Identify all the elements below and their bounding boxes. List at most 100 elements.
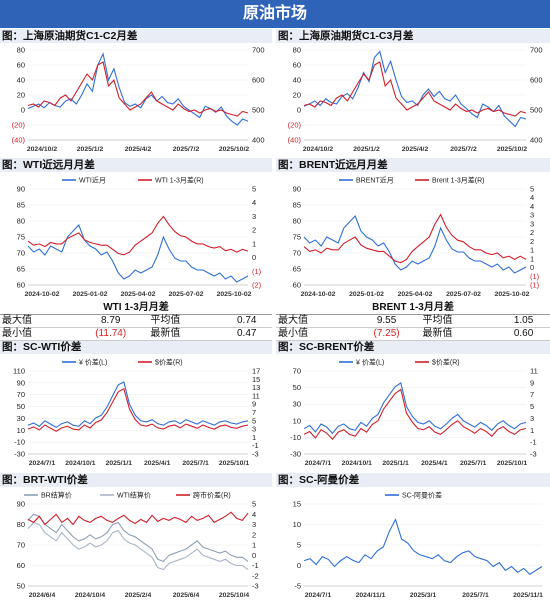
chart-sc-c1c2: (40) (20) 0 20 40 60 80 400 500 600 700 2024/10/2 20… <box>12 46 265 154</box>
x-tick-label: 2024/7/1 <box>305 460 332 467</box>
y-tick-left: 50 <box>17 402 25 411</box>
y-tick-left: (40) <box>288 136 302 145</box>
x-tick-label: 2024/6/4 <box>29 592 56 599</box>
y-tick-left: -5 <box>294 582 301 591</box>
panel-title-sc-wti: 图：SC-WTI价差 <box>0 340 272 354</box>
y-tick-right: 1 <box>252 541 256 550</box>
y-tick-left: 80 <box>17 46 25 55</box>
y-tick-right: 3 <box>530 414 534 423</box>
brent-max-value: 9.55 <box>352 315 421 328</box>
panel-title-brent-spread: 图：BRENT近远月月差 <box>276 158 550 172</box>
y-tick-right: -3 <box>530 450 537 459</box>
y-tick-left: 90 <box>17 500 25 509</box>
x-tick-label: 2025-10-02 <box>495 291 530 298</box>
y-tick-left: 90 <box>17 185 25 194</box>
wti-avg-label: 平均值 <box>148 315 222 328</box>
x-tick-label: 2025/11/1 <box>513 592 543 599</box>
x-tick-label: 2025-10-02 <box>217 291 252 298</box>
y-tick-right: 500 <box>252 106 265 115</box>
y-tick-left: 90 <box>17 378 25 387</box>
y-tick-left: (40) <box>12 136 26 145</box>
x-tick-label: 2025/2/4 <box>125 592 152 599</box>
y-tick-right: 400 <box>252 136 265 145</box>
y-tick-right: 7 <box>530 390 534 399</box>
x-tick-label: 2025/10/1 <box>219 460 249 467</box>
panel-title-brt-wti: 图：BRT-WTI价差 <box>0 473 272 487</box>
y-tick-left: 70 <box>293 367 301 376</box>
panel-title-sc-brent: 图：SC-BRENT价差 <box>276 340 550 354</box>
series-line-2 <box>27 387 249 432</box>
wti-latest-value: 0.47 <box>221 327 272 341</box>
brent-min-label: 最小值 <box>276 327 353 341</box>
y-tick-right: 2 <box>530 237 534 246</box>
y-tick-left: 60 <box>17 561 25 570</box>
y-tick-left: 10 <box>293 416 301 425</box>
y-tick-right: -3 <box>252 582 259 591</box>
y-tick-right: 5 <box>530 402 534 411</box>
y-tick-left: -30 <box>290 450 301 459</box>
y-tick-right: 500 <box>530 106 543 115</box>
y-tick-left: 70 <box>293 249 301 258</box>
y-tick-right: -1 <box>252 441 259 450</box>
y-tick-right: 3 <box>252 520 256 529</box>
series-line-3 <box>27 511 249 526</box>
x-tick-label: 2025/4/1 <box>421 460 448 467</box>
x-tick-label: 2025/6/4 <box>173 592 200 599</box>
legend-label: SC-阿曼价差 <box>402 491 442 500</box>
y-tick-right: 4 <box>252 510 256 519</box>
x-tick-label: 2025-01-02 <box>73 291 108 298</box>
y-tick-left: 20 <box>293 91 301 100</box>
y-tick-left: 10 <box>17 426 25 435</box>
series-line-2 <box>303 388 527 441</box>
chart-sc-brent: -30 -10 10 30 50 70 -3 -1 1 3 5 7 9 11 2024/7/1 2024/10… <box>290 358 538 468</box>
y-tick-right: 4 <box>530 193 534 202</box>
x-tick-label: 2025-04-02 <box>398 291 433 298</box>
y-tick-right: 1 <box>252 433 256 442</box>
series-line-1 <box>303 518 543 575</box>
y-tick-left: -10 <box>290 433 301 442</box>
series-line-2 <box>27 61 249 117</box>
y-tick-left: 70 <box>17 249 25 258</box>
y-tick-right: 0 <box>530 263 534 272</box>
series-line-2 <box>27 215 249 256</box>
x-tick-label: 2024/7/1 <box>305 592 332 599</box>
panel-title-sc-c1c3: 图：上海原油期货C1-C3月差 <box>276 29 550 43</box>
y-tick-right: 3 <box>530 211 534 220</box>
y-tick-left: 40 <box>293 76 301 85</box>
x-tick-label: 2025-07-02 <box>446 291 481 298</box>
y-tick-right: 9 <box>252 400 256 409</box>
y-tick-right: 700 <box>530 46 543 55</box>
series-line-1 <box>27 52 249 126</box>
y-tick-left: 0 <box>297 106 301 115</box>
y-tick-left: 75 <box>17 233 25 242</box>
wti-latest-label: 最新值 <box>148 327 222 341</box>
y-tick-left: 60 <box>293 281 301 290</box>
wti-max-value: 8.79 <box>73 315 149 328</box>
x-tick-label: 2025/1/2 <box>353 146 380 153</box>
y-tick-right: 2 <box>252 226 256 235</box>
y-tick-right: 600 <box>530 76 543 85</box>
x-tick-label: 2025/10/1 <box>497 460 527 467</box>
legend-label: WTI结算价 <box>117 491 151 500</box>
series-line-1 <box>303 214 527 274</box>
y-tick-right: -2 <box>252 571 259 580</box>
series-line-1 <box>27 223 249 283</box>
y-tick-right: 700 <box>252 46 265 55</box>
x-tick-label: 2025/4/2 <box>125 146 152 153</box>
y-tick-left: 60 <box>17 281 25 290</box>
panel-title-sc-oman: 图：SC-阿曼价差 <box>276 473 550 487</box>
chart-sc-c1c3: (40) (20) 0 20 40 60 80 400 500 600 700 2024/10/2 20… <box>288 46 543 154</box>
brent-latest-value: 0.60 <box>497 327 550 341</box>
y-tick-right: -1 <box>530 438 537 447</box>
y-tick-left: 40 <box>17 76 25 85</box>
y-tick-right: 5 <box>252 185 256 194</box>
y-tick-left: 30 <box>293 400 301 409</box>
y-tick-left: 0 <box>297 561 301 570</box>
y-tick-right: 0 <box>252 551 256 560</box>
series-line-1 <box>27 381 249 429</box>
x-tick-label: 2024/10/4 <box>75 592 105 599</box>
legend-label: WTI 1-3月差(R) <box>155 176 204 185</box>
legend-label: 跨市价差(R) <box>193 491 231 500</box>
y-tick-right: 9 <box>530 378 534 387</box>
y-tick-left: 110 <box>13 367 25 376</box>
